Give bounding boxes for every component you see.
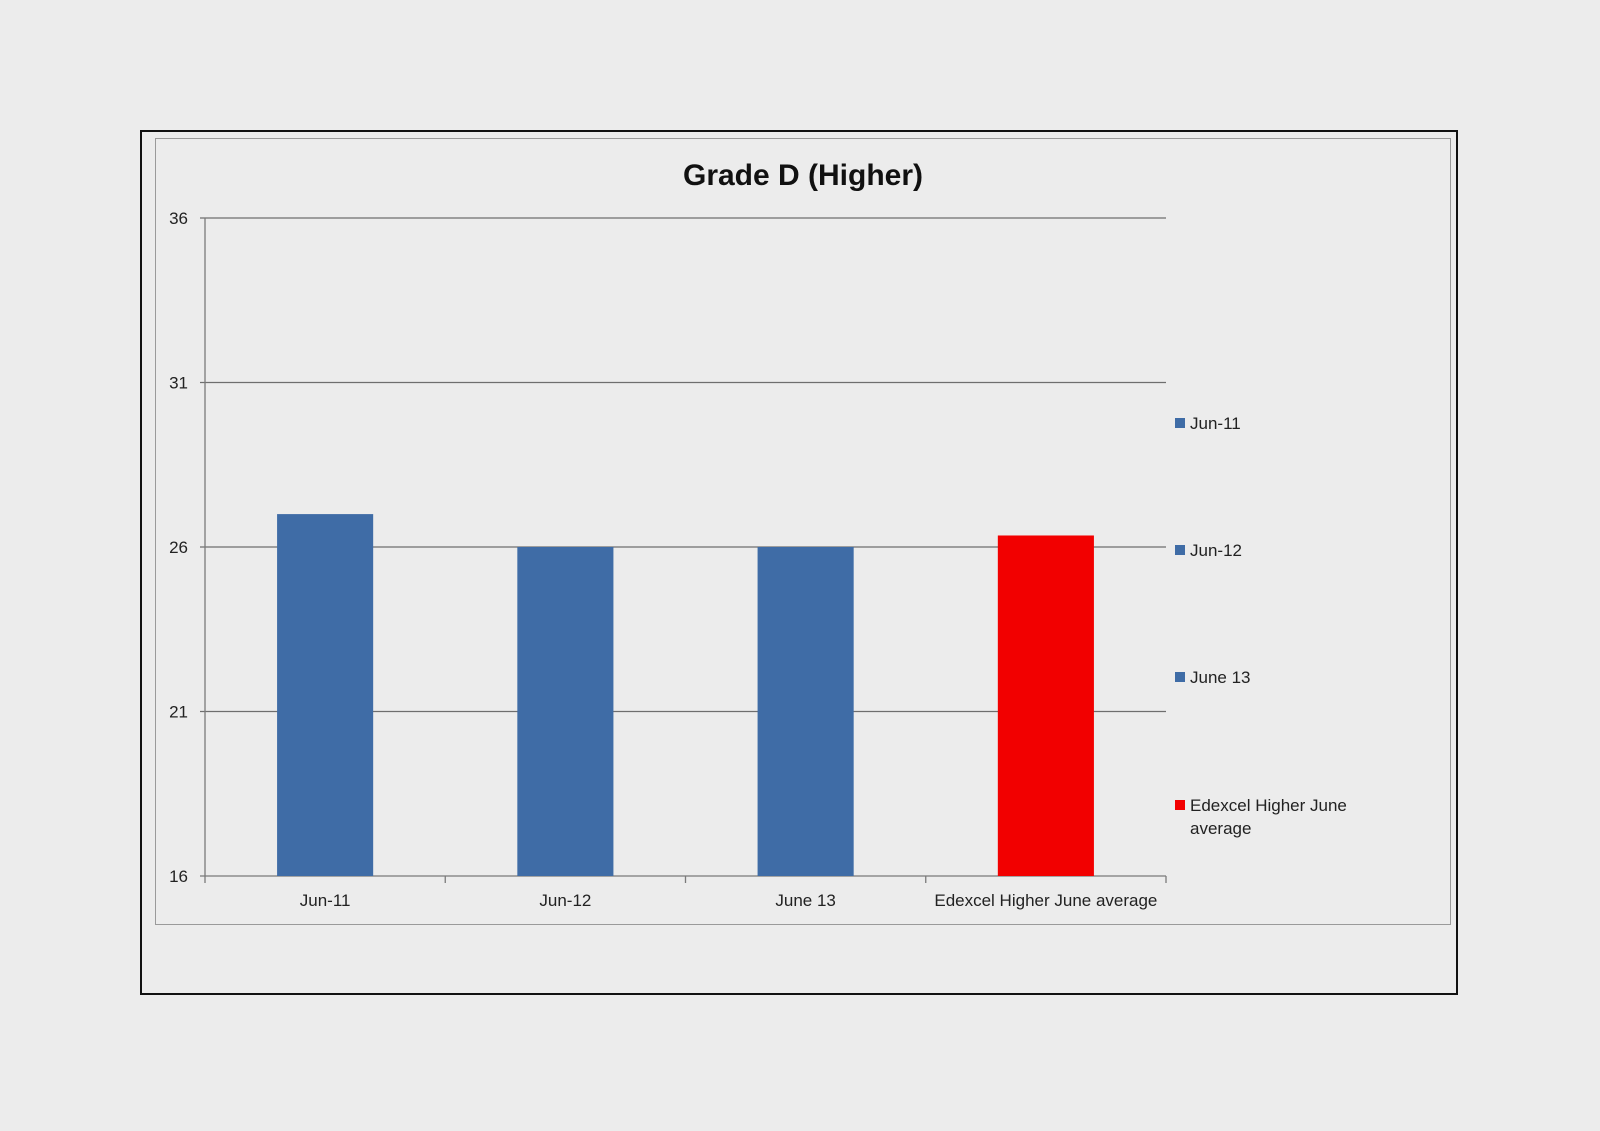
legend-label: Jun-11 xyxy=(1190,414,1241,433)
bar xyxy=(757,547,854,876)
legend-label: Edexcel Higher June average xyxy=(1190,796,1347,838)
legend-label: Jun-12 xyxy=(1190,541,1242,560)
chart-outer-frame xyxy=(140,130,1458,995)
bar xyxy=(277,514,374,876)
chart-area xyxy=(155,138,1451,925)
chart-title: Grade D (Higher) xyxy=(683,159,923,192)
legend-swatch xyxy=(1175,672,1185,682)
legend-swatch xyxy=(1175,418,1185,428)
x-tick-label: June 13 xyxy=(775,891,836,910)
legend-swatch xyxy=(1175,800,1185,810)
y-tick-label: 21 xyxy=(169,703,188,722)
x-tick-label: Jun-11 xyxy=(300,891,351,910)
bars xyxy=(277,514,1094,876)
y-tick-label: 16 xyxy=(169,867,188,886)
y-tick-label: 36 xyxy=(169,209,188,228)
y-tick-label: 31 xyxy=(169,374,188,393)
legend: Jun-11 Jun-12 June 13 Edexcel Higher June av… xyxy=(1175,414,1347,838)
x-tick-labels: Jun-11 Jun-12 June 13 Edexcel Higher June a… xyxy=(300,891,1158,910)
bar xyxy=(517,547,614,876)
y-tick-labels: 16 21 26 31 36 xyxy=(169,209,188,886)
x-tick-label: Jun-12 xyxy=(539,891,591,910)
legend-swatch xyxy=(1175,545,1185,555)
bar xyxy=(997,535,1094,876)
legend-label: June 13 xyxy=(1190,668,1251,687)
y-tick-label: 26 xyxy=(169,538,188,557)
x-tick-label: Edexcel Higher June average xyxy=(934,891,1157,910)
